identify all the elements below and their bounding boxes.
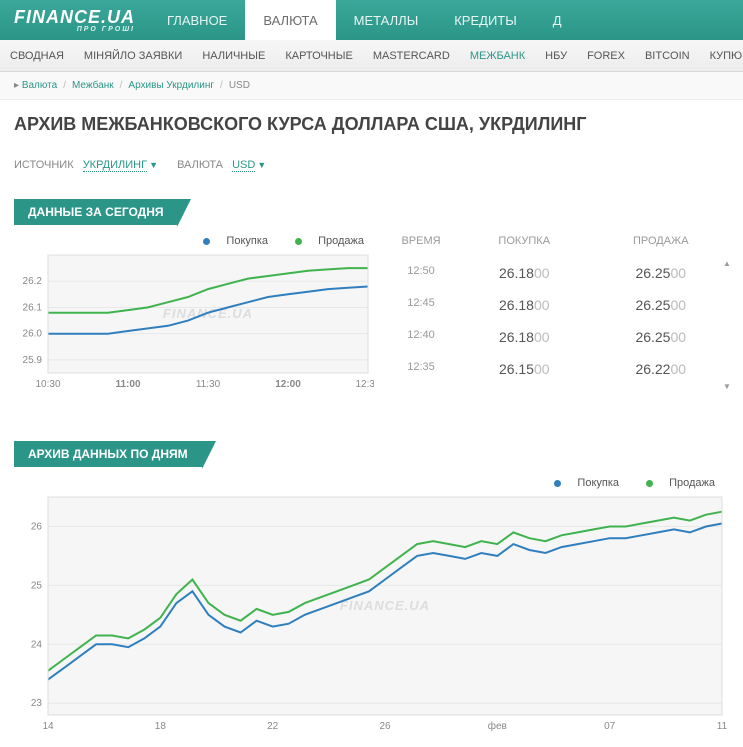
subnav-item[interactable]: BITCOIN xyxy=(635,50,700,62)
table-header: ПОКУПКА xyxy=(456,235,593,247)
today-table: ВРЕМЯПОКУПКАПРОДАЖА 12:5026.180026.25001… xyxy=(386,229,729,391)
svg-text:11:00: 11:00 xyxy=(115,379,140,390)
svg-text:22: 22 xyxy=(267,721,279,732)
table-header: ВРЕМЯ xyxy=(386,235,456,247)
mainnav-item[interactable]: Д xyxy=(535,0,580,40)
breadcrumb-current: USD xyxy=(229,80,250,91)
chart-legend: Покупка Продажа xyxy=(14,477,725,489)
svg-text:11: 11 xyxy=(717,721,728,732)
svg-text:11:30: 11:30 xyxy=(196,379,221,390)
subnav-item[interactable]: КУПЮРЫ xyxy=(700,50,743,62)
scrollbar[interactable] xyxy=(723,259,735,391)
breadcrumb-link[interactable]: Межбанк xyxy=(72,80,114,91)
table-row: 12:5026.180026.2500 xyxy=(386,257,729,289)
svg-text:26: 26 xyxy=(379,721,391,732)
chart-legend: Покупка Продажа xyxy=(14,235,374,247)
breadcrumb-link[interactable]: Валюта xyxy=(22,80,57,91)
subnav-item[interactable]: НБУ xyxy=(535,50,577,62)
subnav-item[interactable]: СВОДНАЯ xyxy=(0,50,74,62)
svg-text:26.1: 26.1 xyxy=(23,302,43,313)
table-row: 12:4026.180026.2500 xyxy=(386,321,729,353)
mainnav-item[interactable]: МЕТАЛЛЫ xyxy=(336,0,437,40)
page-title: АРХИВ МЕЖБАНКОВСКОГО КУРСА ДОЛЛАРА США, … xyxy=(14,114,729,135)
svg-text:FINANCE.UA: FINANCE.UA xyxy=(340,598,430,613)
sub-nav: СВОДНАЯМІНЯЙЛО ЗАЯВКИНАЛИЧНЫЕКАРТОЧНЫЕMA… xyxy=(0,40,743,72)
svg-text:26.0: 26.0 xyxy=(23,329,43,340)
table-row: 12:3526.150026.2200 xyxy=(386,353,729,385)
svg-text:07: 07 xyxy=(604,721,616,732)
filter-currency-select[interactable]: USD xyxy=(232,159,255,172)
filter-currency-label: ВАЛЮТА xyxy=(177,159,223,171)
logo[interactable]: FINANCE.UA ПРО ГРОШІ xyxy=(0,7,149,33)
table-header: ПРОДАЖА xyxy=(593,235,730,247)
chevron-down-icon: ▼ xyxy=(257,160,266,170)
mainnav-item[interactable]: ВАЛЮТА xyxy=(245,0,335,40)
mainnav-item[interactable]: ГЛАВНОЕ xyxy=(149,0,245,40)
main-nav: ГЛАВНОЕВАЛЮТАМЕТАЛЛЫКРЕДИТЫД xyxy=(149,0,580,40)
svg-text:23: 23 xyxy=(31,698,43,709)
svg-text:24: 24 xyxy=(31,639,43,650)
svg-text:25: 25 xyxy=(31,580,43,591)
chevron-down-icon: ▼ xyxy=(149,160,158,170)
subnav-item[interactable]: МЕЖБАНК xyxy=(460,50,535,62)
filter-source-label: ИСТОЧНИК xyxy=(14,159,74,171)
svg-text:25.9: 25.9 xyxy=(23,355,43,366)
svg-text:18: 18 xyxy=(155,721,167,732)
section-today-header: ДАННЫЕ ЗА СЕГОДНЯ xyxy=(14,199,177,225)
svg-text:26: 26 xyxy=(31,521,43,532)
svg-text:12:30: 12:30 xyxy=(355,379,374,390)
svg-text:14: 14 xyxy=(42,721,54,732)
subnav-item[interactable]: MASTERCARD xyxy=(363,50,460,62)
today-chart: 26.2 26.1 26.0 25.9 10:30 11:00 11:30 12:00 12:3… xyxy=(14,251,374,391)
archive-chart: 26 25 24 23 14 18 22 26 фев 07 11 FINANCE.UA xyxy=(14,493,728,733)
table-row: 12:4526.180026.2500 xyxy=(386,289,729,321)
svg-text:фев: фев xyxy=(488,720,507,732)
svg-text:10:30: 10:30 xyxy=(35,379,60,390)
filters: ИСТОЧНИК УКРДИЛИНГ▼ ВАЛЮТА USD▼ xyxy=(14,159,729,171)
breadcrumb-link[interactable]: Архивы Укрдилинг xyxy=(128,80,214,91)
subnav-item[interactable]: КАРТОЧНЫЕ xyxy=(275,50,362,62)
svg-text:12:00: 12:00 xyxy=(275,379,301,390)
subnav-item[interactable]: НАЛИЧНЫЕ xyxy=(192,50,275,62)
topbar: FINANCE.UA ПРО ГРОШІ ГЛАВНОЕВАЛЮТАМЕТАЛЛ… xyxy=(0,0,743,40)
mainnav-item[interactable]: КРЕДИТЫ xyxy=(436,0,535,40)
subnav-item[interactable]: FOREX xyxy=(577,50,635,62)
breadcrumb: ▸ Валюта/Межбанк/Архивы Укрдилинг/USD xyxy=(0,72,743,100)
filter-source-select[interactable]: УКРДИЛИНГ xyxy=(83,159,147,172)
subnav-item[interactable]: МІНЯЙЛО ЗАЯВКИ xyxy=(74,50,192,62)
section-archive-header: АРХИВ ДАННЫХ ПО ДНЯМ xyxy=(14,441,202,467)
svg-text:26.2: 26.2 xyxy=(23,276,43,287)
